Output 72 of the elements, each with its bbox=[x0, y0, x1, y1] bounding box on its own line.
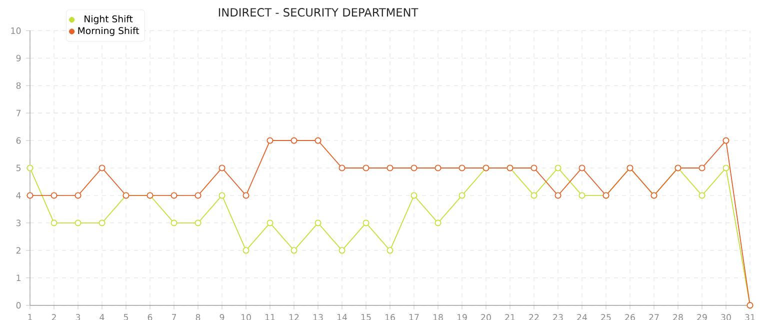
point bbox=[458, 192, 466, 199]
point bbox=[362, 164, 370, 172]
point bbox=[98, 220, 106, 226]
point bbox=[386, 164, 394, 172]
point bbox=[554, 192, 562, 199]
y-tick-label: 6 bbox=[16, 137, 21, 144]
x-tick-label: 24 bbox=[577, 314, 588, 320]
legend-label: Night Shift bbox=[84, 15, 133, 24]
point bbox=[170, 192, 178, 199]
y-tick-label: 1 bbox=[16, 274, 20, 282]
point bbox=[26, 164, 34, 172]
point bbox=[74, 220, 82, 226]
point bbox=[74, 192, 82, 199]
y-tick-label: 5 bbox=[16, 164, 21, 172]
point bbox=[722, 137, 730, 144]
point bbox=[722, 164, 730, 172]
point bbox=[434, 164, 442, 172]
point bbox=[242, 192, 250, 199]
y-tick-label: 4 bbox=[16, 192, 21, 199]
x-tick-label: 7 bbox=[172, 314, 176, 320]
point bbox=[98, 164, 106, 172]
point bbox=[266, 137, 274, 144]
point bbox=[290, 137, 298, 144]
point bbox=[266, 220, 274, 226]
point bbox=[578, 164, 586, 172]
x-tick-label: 14 bbox=[337, 314, 348, 320]
point bbox=[170, 220, 178, 226]
point bbox=[242, 247, 250, 254]
point bbox=[554, 164, 562, 172]
point bbox=[338, 164, 346, 172]
point bbox=[362, 220, 370, 226]
y-tick-label: 2 bbox=[16, 247, 20, 254]
x-tick-label: 22 bbox=[529, 314, 539, 320]
point bbox=[50, 220, 58, 226]
point bbox=[698, 164, 706, 172]
point bbox=[530, 192, 538, 199]
x-tick-label: 1 bbox=[28, 314, 32, 320]
y-tick-label: 0 bbox=[16, 302, 21, 309]
x-tick-label: 5 bbox=[124, 314, 128, 320]
point bbox=[290, 247, 298, 254]
point bbox=[218, 192, 226, 199]
x-tick-label: 27 bbox=[649, 314, 659, 320]
point bbox=[434, 220, 442, 226]
y-tick-label: 3 bbox=[16, 220, 21, 226]
x-tick-label: 17 bbox=[409, 314, 419, 320]
point bbox=[314, 220, 322, 226]
x-tick-label: 11 bbox=[265, 314, 275, 320]
point bbox=[194, 192, 202, 199]
point bbox=[194, 220, 202, 226]
legend-label: Morning Shift bbox=[78, 26, 140, 36]
x-tick-label: 12 bbox=[289, 314, 299, 320]
y-tick-label: 8 bbox=[16, 82, 21, 89]
y-tick-label: 7 bbox=[16, 110, 21, 116]
x-tick-label: 4 bbox=[100, 314, 104, 320]
chart-title: INDIRECT - SECURITY DEPARTMENT bbox=[218, 8, 418, 17]
y-tick-label: 10 bbox=[11, 27, 21, 34]
point bbox=[530, 164, 538, 172]
point bbox=[50, 192, 58, 199]
point bbox=[458, 164, 466, 172]
point bbox=[410, 164, 418, 172]
point bbox=[26, 192, 34, 199]
point bbox=[578, 192, 586, 199]
x-tick-label: 15 bbox=[361, 314, 371, 320]
point bbox=[314, 137, 322, 144]
x-tick-label: 2 bbox=[52, 314, 56, 320]
point bbox=[338, 247, 346, 254]
x-tick-label: 21 bbox=[505, 314, 515, 320]
y-tick-label: 9 bbox=[16, 54, 21, 62]
point bbox=[386, 247, 394, 254]
point bbox=[218, 164, 226, 172]
point bbox=[698, 192, 706, 199]
point bbox=[410, 192, 418, 199]
